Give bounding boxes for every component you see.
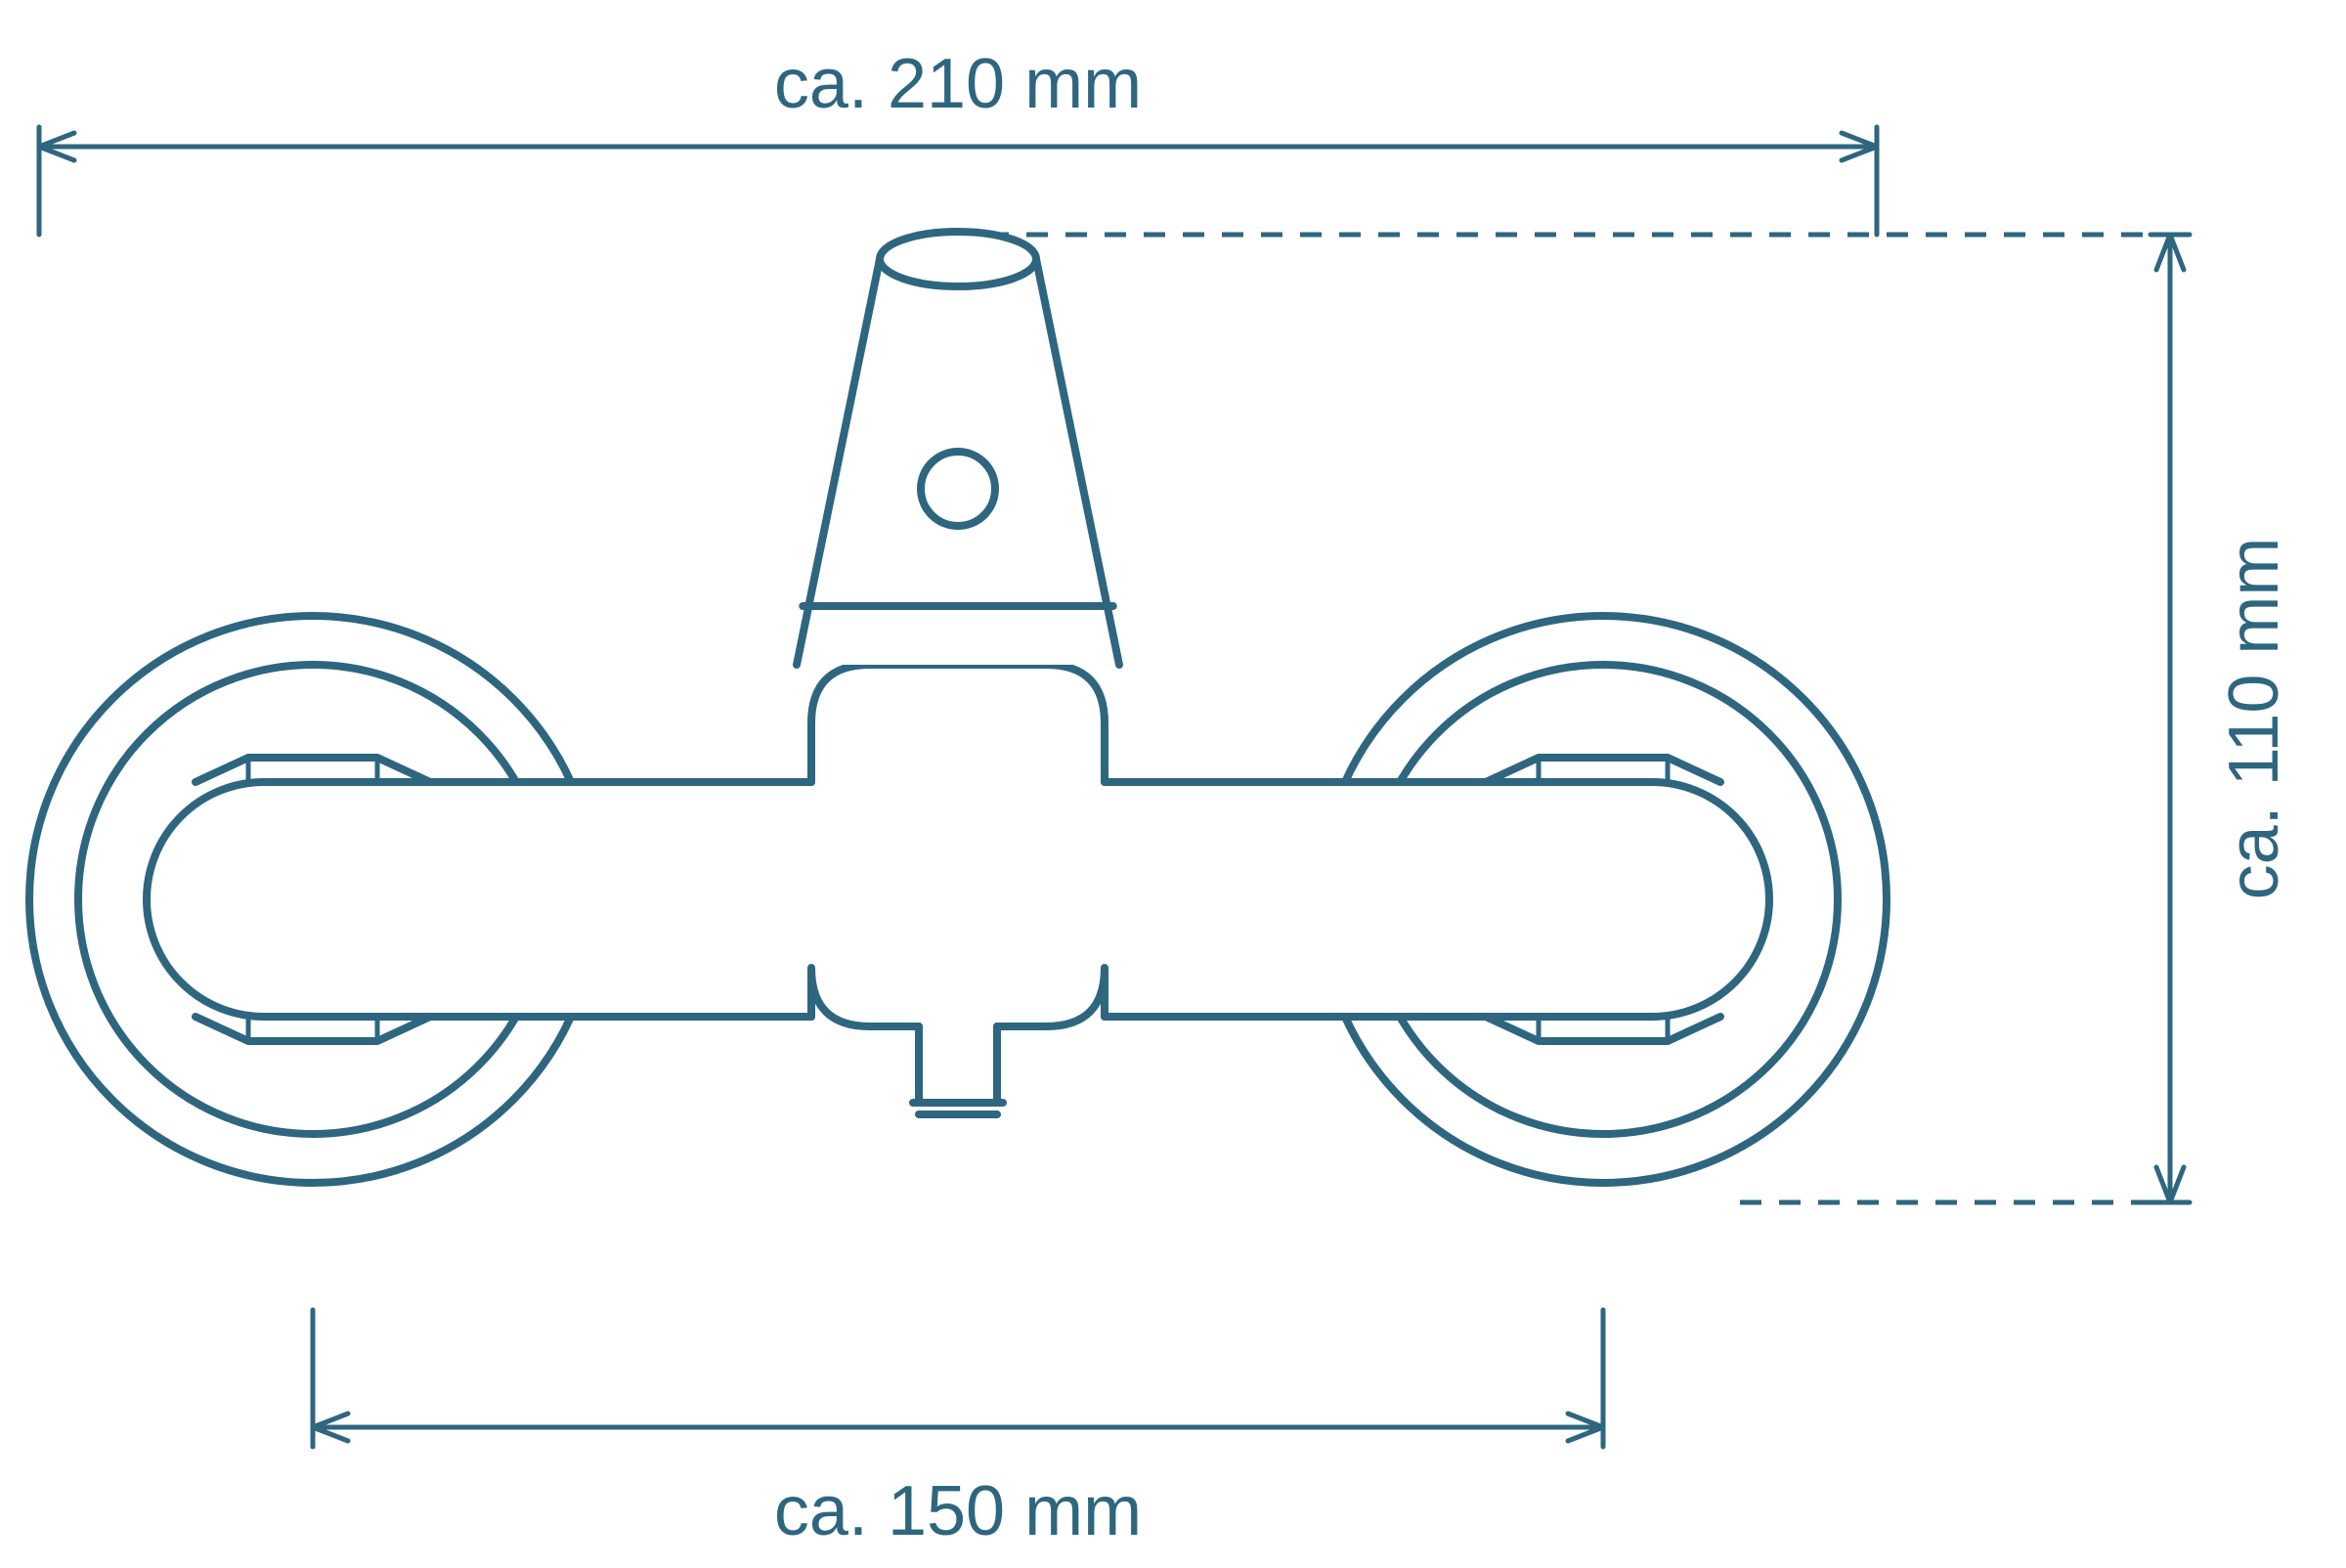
mixer-drawing: [29, 232, 1887, 1183]
handle-cap: [880, 232, 1036, 286]
dim-label-top: ca. 210 mm: [774, 45, 1142, 123]
guide-lines: [987, 235, 2190, 1202]
dim-label-right: ca. 110 mm: [2215, 538, 2293, 900]
diagram-stage: ca. 210 mm ca. 150 mm ca. 110 mm: [0, 0, 2346, 1568]
arm-fill-right: [1105, 782, 1769, 1017]
center-fill: [811, 665, 1105, 1026]
arm-fill-left: [147, 782, 811, 1017]
technical-drawing: ca. 210 mm ca. 150 mm ca. 110 mm: [0, 0, 2346, 1568]
dim-label-bottom: ca. 150 mm: [774, 1472, 1142, 1550]
